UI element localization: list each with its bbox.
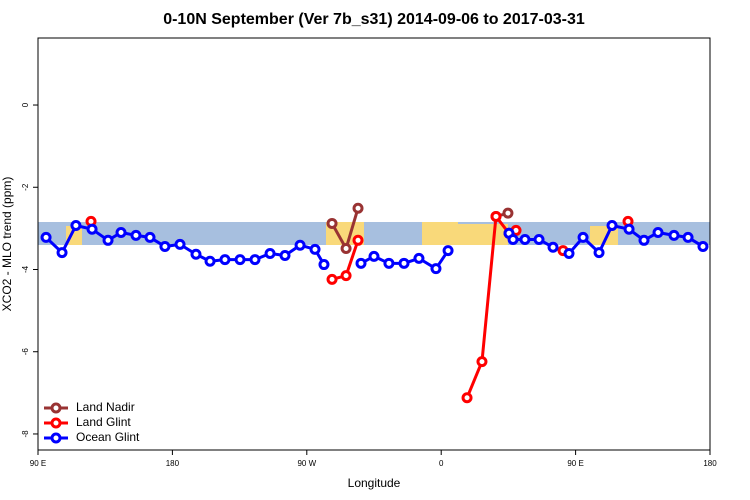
legend-label: Land Nadir (76, 400, 135, 414)
point (174, 238, 186, 250)
y-tick-label: -6 (21, 348, 30, 356)
point (519, 233, 531, 245)
point (476, 356, 488, 368)
point (368, 250, 380, 262)
point (159, 240, 171, 252)
point (279, 250, 291, 262)
chart-title: 0-10N September (Ver 7b_s31) 2014-09-06 … (163, 11, 585, 28)
point (204, 255, 216, 267)
legend-label: Ocean Glint (76, 430, 140, 444)
point (352, 234, 364, 246)
land-patch (458, 224, 508, 245)
legend-marker (50, 402, 62, 414)
point (70, 219, 82, 231)
point (326, 217, 338, 229)
y-tick-label: -8 (21, 430, 30, 438)
point (490, 210, 502, 222)
point (309, 243, 321, 255)
point (56, 247, 68, 259)
point (340, 270, 352, 282)
point (115, 226, 127, 238)
point (697, 240, 709, 252)
point (502, 207, 514, 219)
point (533, 233, 545, 245)
point (606, 219, 618, 231)
y-tick-label: 0 (21, 102, 30, 107)
point (638, 234, 650, 246)
point (507, 233, 519, 245)
x-tick-label: 180 (703, 459, 717, 468)
point (352, 202, 364, 214)
point (461, 392, 473, 404)
point (219, 254, 231, 266)
y-tick-label: -4 (21, 265, 30, 273)
point (593, 247, 605, 259)
x-axis-label: Longitude (348, 476, 401, 490)
plot-frame (37, 37, 711, 451)
point (340, 243, 352, 255)
point (547, 241, 559, 253)
x-tick-label: 90 W (297, 459, 316, 468)
point (86, 223, 98, 235)
point (326, 273, 338, 285)
point (144, 231, 156, 243)
x-tick-label: 180 (166, 459, 180, 468)
point (190, 248, 202, 260)
point (294, 239, 306, 251)
point (623, 223, 635, 235)
point (355, 257, 367, 269)
y-tick-label: -2 (21, 183, 30, 191)
point (249, 254, 261, 266)
land-patch (422, 222, 458, 245)
x-tick-label: 90 E (30, 459, 46, 468)
point (130, 229, 142, 241)
point (102, 234, 114, 246)
legend-marker (50, 417, 62, 429)
x-tick-label: 0 (439, 459, 444, 468)
point (398, 257, 410, 269)
point (563, 247, 575, 259)
point (264, 247, 276, 259)
point (383, 257, 395, 269)
point (413, 252, 425, 264)
point (668, 229, 680, 241)
point (652, 226, 664, 238)
point (234, 254, 246, 266)
y-axis-label: XCO2 - MLO trend (ppm) (0, 177, 14, 312)
legend-label: Land Glint (76, 415, 131, 429)
point (318, 259, 330, 271)
point (577, 231, 589, 243)
point (430, 263, 442, 275)
point (40, 231, 52, 243)
legend-marker (50, 432, 62, 444)
x-tick-label: 90 E (567, 459, 583, 468)
point (682, 231, 694, 243)
point (442, 245, 454, 257)
